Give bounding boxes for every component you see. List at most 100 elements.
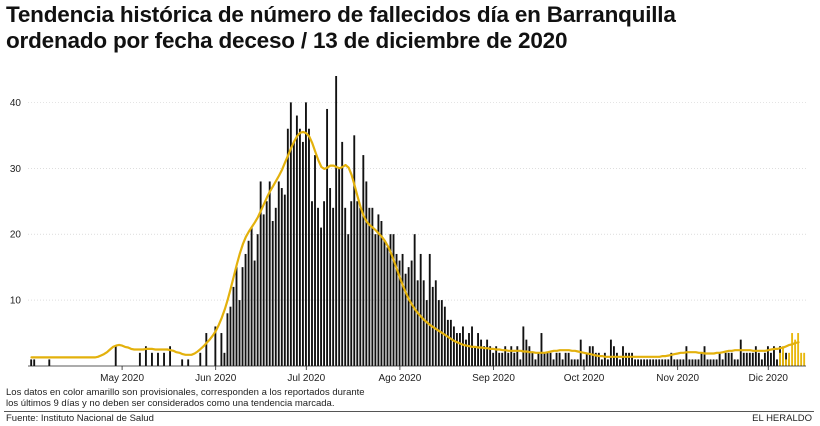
daily-bar [226, 313, 229, 366]
daily-bar [477, 333, 479, 366]
daily-bar [474, 346, 476, 366]
daily-bar [709, 359, 712, 366]
daily-bar [241, 267, 244, 366]
daily-bar [480, 339, 483, 366]
daily-bar [691, 359, 694, 366]
daily-bar [576, 359, 579, 366]
bar-chart: 10 20 30 40 May 2020 Jun 2020 Jul 2020 Ago 2020… [10, 76, 806, 384]
daily-bar [323, 201, 326, 366]
daily-bar [776, 359, 778, 366]
daily-bar [646, 359, 649, 366]
daily-bar [416, 280, 419, 366]
daily-bar [640, 359, 643, 366]
daily-bar [513, 352, 516, 366]
provisional-bar [794, 339, 797, 366]
daily-bar [730, 352, 733, 366]
daily-bar [347, 234, 350, 366]
daily-bar [144, 346, 147, 366]
chart-title: Tendencia histórica de número de falleci… [6, 2, 816, 54]
daily-bar [365, 181, 368, 366]
daily-bar [437, 300, 440, 366]
daily-bar [301, 141, 304, 366]
note-line-1: Los datos en color amarillo son provisio… [6, 387, 365, 398]
daily-bar [588, 346, 591, 366]
daily-bar [362, 155, 365, 366]
daily-bar [751, 352, 754, 366]
daily-bar [338, 168, 341, 366]
daily-bar [567, 352, 570, 366]
daily-bar [250, 227, 253, 366]
provisional-bar [785, 359, 787, 366]
daily-bar [181, 359, 184, 366]
daily-bar [163, 352, 165, 366]
daily-bar [715, 359, 718, 366]
daily-bar [546, 352, 549, 366]
daily-bar [631, 352, 633, 366]
daily-bar [549, 352, 552, 366]
daily-bar [600, 359, 603, 366]
source-credit: Fuente: Instituto Nacional de Salud [6, 413, 154, 424]
daily-bar [537, 352, 540, 366]
x-tick-label: Nov 2020 [656, 373, 699, 384]
daily-bar [344, 207, 347, 366]
note-line-2: los últimos 9 días y no deben ser consid… [6, 398, 335, 409]
daily-bar [616, 352, 618, 366]
daily-bar [256, 234, 259, 366]
daily-bar [483, 346, 486, 366]
daily-bar [763, 352, 766, 366]
daily-bar [138, 352, 141, 366]
daily-bar [265, 201, 268, 366]
daily-bar [552, 359, 555, 366]
y-tick-label: 20 [10, 230, 22, 241]
daily-bar [655, 359, 658, 366]
daily-bar [733, 359, 736, 366]
x-tick-label: Jun 2020 [195, 373, 237, 384]
daily-bar [619, 359, 621, 366]
daily-bar [561, 359, 564, 366]
daily-bar [298, 128, 301, 366]
daily-bar [401, 253, 404, 366]
daily-bar [748, 352, 751, 366]
y-tick-label: 30 [10, 164, 22, 175]
daily-bar [268, 181, 271, 366]
daily-bar [773, 346, 775, 366]
daily-bar [253, 260, 256, 366]
daily-bar [492, 352, 495, 366]
daily-bar [223, 352, 226, 366]
daily-bar [30, 359, 33, 366]
daily-bar [377, 214, 380, 366]
daily-bar [238, 300, 241, 366]
daily-bar [634, 359, 637, 366]
provisional-bar [800, 352, 803, 366]
daily-bar [606, 359, 609, 366]
provisional-bar [788, 352, 790, 366]
daily-bar [419, 253, 422, 366]
daily-bar [534, 359, 537, 366]
daily-bar [305, 102, 307, 366]
daily-bar [745, 352, 748, 366]
daily-bar [314, 155, 316, 366]
daily-bar [664, 359, 667, 366]
daily-bar [332, 207, 335, 366]
daily-bar [292, 141, 295, 366]
daily-bar [760, 359, 763, 366]
daily-bar [700, 352, 703, 366]
daily-bar [286, 128, 289, 366]
daily-bar [214, 326, 217, 366]
daily-bar [585, 352, 588, 366]
daily-bar [649, 359, 652, 366]
daily-bar [157, 352, 159, 366]
daily-bar [718, 352, 721, 366]
daily-bar [434, 280, 437, 366]
daily-bar [413, 234, 416, 366]
footer-divider [4, 411, 814, 412]
provisional-bar [779, 352, 781, 366]
daily-bar [573, 359, 576, 366]
daily-bar [308, 128, 310, 366]
daily-bar [259, 181, 262, 366]
daily-bar [661, 359, 664, 366]
daily-bar [317, 207, 319, 366]
daily-bar [380, 221, 383, 366]
daily-bar [597, 352, 600, 366]
daily-bar [682, 359, 685, 366]
